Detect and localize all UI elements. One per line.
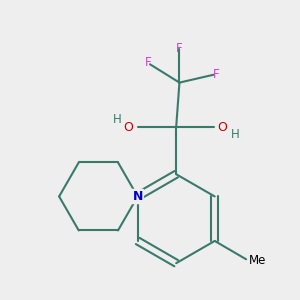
Text: O: O (123, 121, 133, 134)
Text: Me: Me (249, 254, 267, 267)
Text: N: N (133, 190, 143, 203)
Text: O: O (218, 121, 227, 134)
Text: F: F (176, 42, 183, 55)
Text: H: H (113, 113, 122, 126)
Text: H: H (231, 128, 239, 142)
Text: F: F (145, 56, 151, 70)
Text: F: F (213, 68, 219, 81)
